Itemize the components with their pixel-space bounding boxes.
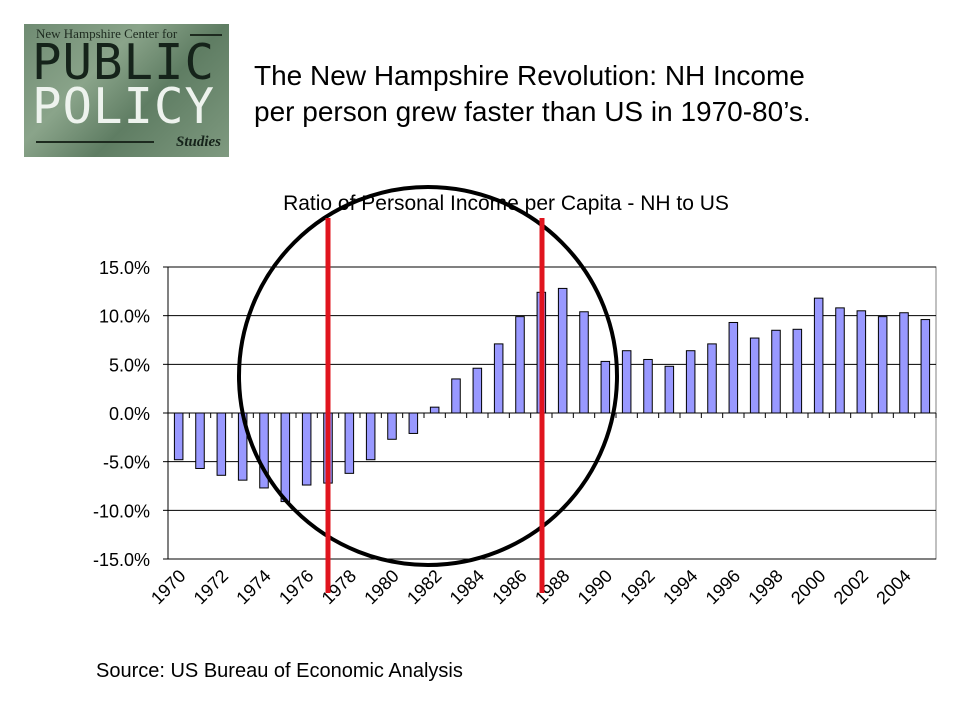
- bar-1990: [600, 360, 611, 414]
- bar-1981: [408, 412, 419, 434]
- bar-2002: [856, 310, 867, 414]
- bar-1999: [792, 328, 803, 414]
- bar-1996: [728, 321, 739, 414]
- headline-line-1: The New Hampshire Revolution: NH Income: [254, 60, 805, 91]
- bar-1984: [472, 367, 483, 414]
- bar-1971: [195, 412, 205, 469]
- x-tick-label-1980: 1980: [360, 566, 402, 608]
- logo-public-text: PUBLIC: [32, 34, 216, 91]
- x-tick-label-1978: 1978: [318, 566, 360, 608]
- bar-1989: [579, 311, 589, 414]
- x-tick-label-2000: 2000: [787, 566, 829, 608]
- x-tick-label-1970: 1970: [147, 566, 189, 608]
- x-tick-label-1986: 1986: [488, 566, 530, 608]
- x-tick-label-1984: 1984: [446, 566, 488, 608]
- highlight-circle: [237, 185, 619, 567]
- bar-1986: [515, 316, 525, 414]
- bar-1993: [664, 365, 675, 414]
- bar-1983: [451, 378, 461, 414]
- logo-rule-bottom: [36, 141, 154, 143]
- x-tick-label-1976: 1976: [275, 566, 317, 608]
- headline: The New Hampshire Revolution: NH Income …: [254, 58, 954, 130]
- x-tick-label-1992: 1992: [616, 566, 658, 608]
- bar-2003: [877, 316, 888, 414]
- source-note: Source: US Bureau of Economic Analysis: [96, 660, 463, 682]
- x-tick-label-1990: 1990: [574, 566, 616, 608]
- logo: New Hampshire Center for PUBLIC POLICY S…: [24, 24, 229, 157]
- bar-1979: [365, 412, 376, 461]
- bar-1994: [685, 350, 696, 414]
- bar-1985: [493, 343, 504, 414]
- bar-1975: [280, 412, 291, 503]
- bar-1988: [557, 287, 568, 414]
- x-tick-label-1972: 1972: [190, 566, 232, 608]
- x-tick-label-1998: 1998: [744, 566, 786, 608]
- bar-1972: [216, 412, 227, 476]
- x-tick-label-1996: 1996: [702, 566, 744, 608]
- x-tick-label-2004: 2004: [872, 566, 914, 608]
- y-tick-label: 5.0%: [109, 355, 150, 375]
- logo-studies-text: Studies: [175, 134, 221, 150]
- y-tick-label: -15.0%: [93, 550, 150, 570]
- bar-1997: [749, 337, 760, 414]
- x-tick-label-2002: 2002: [830, 566, 872, 608]
- bar-1976: [301, 412, 312, 486]
- bar-1998: [771, 329, 781, 414]
- bar-1974: [259, 412, 269, 489]
- bar-1978: [344, 412, 355, 474]
- y-tick-label: 10.0%: [99, 307, 150, 327]
- bar-2001: [835, 307, 845, 414]
- x-tick-label-1982: 1982: [403, 566, 445, 608]
- x-tick-label-1988: 1988: [531, 566, 573, 608]
- y-tick-label: -10.0%: [93, 501, 150, 521]
- bar-2004: [899, 312, 909, 414]
- bar-1991: [621, 350, 632, 414]
- logo-rule-top: [190, 34, 222, 36]
- x-tick-label-1974: 1974: [232, 566, 274, 608]
- bar-1982: [429, 406, 440, 414]
- bar-2005: [920, 319, 931, 414]
- logo-top-text: New Hampshire Center for: [36, 26, 178, 41]
- bar-1995: [707, 343, 717, 414]
- bar-2000: [813, 297, 824, 414]
- y-tick-label: 0.0%: [109, 404, 150, 424]
- logo-policy-text: POLICY: [32, 78, 216, 135]
- bar-1980: [387, 412, 397, 440]
- bar-1970: [173, 412, 184, 461]
- y-tick-label: 15.0%: [99, 258, 150, 278]
- y-tick-label: -5.0%: [103, 453, 150, 473]
- x-tick-label-1994: 1994: [659, 566, 701, 608]
- bar-1992: [643, 358, 653, 414]
- headline-line-2: per person grew faster than US in 1970-8…: [254, 96, 811, 127]
